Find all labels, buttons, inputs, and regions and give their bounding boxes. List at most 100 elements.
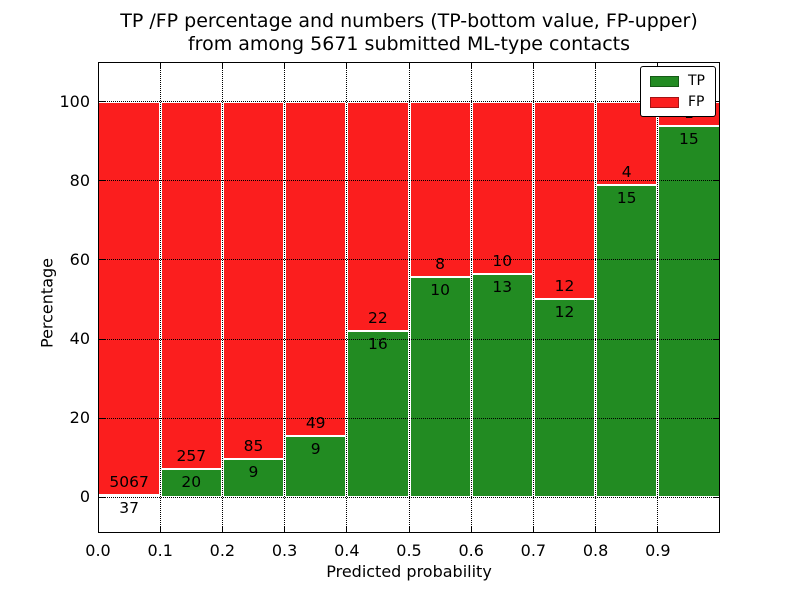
- y-tick-label: 100: [59, 91, 90, 111]
- bar-tp-segment: [409, 277, 472, 498]
- x-tick-label: 0.8: [582, 541, 609, 560]
- legend-item-fp: FP: [650, 95, 705, 109]
- x-tick-label: 0.3: [271, 541, 298, 560]
- tp-count-label: 15: [679, 130, 699, 149]
- x-gridline: [408, 62, 410, 533]
- x-gridline: [657, 62, 659, 533]
- bar-tp-segment: [222, 459, 285, 498]
- bar-fp-segment: [284, 101, 347, 436]
- x-tick: [532, 526, 534, 533]
- fp-count-label: 22: [368, 308, 388, 327]
- chart-title-line2: from among 5671 submitted ML-type contac…: [187, 33, 631, 55]
- tp-swatch-icon: [650, 75, 679, 87]
- tp-count-label: 20: [181, 472, 202, 491]
- y-tick: [713, 417, 720, 419]
- bar-fp-segment: [409, 101, 472, 278]
- x-tick: [532, 62, 534, 69]
- y-gridline: [98, 101, 720, 103]
- x-tick: [284, 62, 286, 69]
- y-tick-label: 80: [69, 170, 90, 190]
- bar-tp-segment: [284, 435, 347, 498]
- x-tick: [595, 526, 597, 533]
- x-tick: [470, 526, 472, 533]
- tp-count-label: 9: [310, 439, 321, 458]
- y-gridline: [98, 338, 720, 340]
- fp-swatch-icon: [650, 96, 679, 108]
- bar-tp-segment: [533, 299, 596, 498]
- bar-fp-segment: [346, 101, 409, 331]
- x-tick-label: 0.7: [520, 541, 547, 560]
- y-gridline: [98, 417, 720, 419]
- y-tick-label: 20: [69, 408, 90, 428]
- x-gridline: [159, 62, 161, 533]
- chart-title-line1: TP /FP percentage and numbers (TP-bottom…: [120, 10, 698, 32]
- bar-tp-segment: [471, 273, 534, 498]
- y-tick: [713, 338, 720, 340]
- bar-fp-segment: [222, 101, 285, 460]
- fp-count-label: 8: [435, 255, 446, 274]
- x-gridline: [221, 62, 223, 533]
- fp-count-label: 4: [621, 162, 632, 181]
- bar-tp-segment: [346, 330, 409, 498]
- x-tick-label: 0.5: [396, 541, 422, 560]
- x-gridline: [532, 62, 534, 533]
- tp-count-label: 13: [492, 277, 513, 296]
- bar-fp-segment: [471, 101, 534, 274]
- y-tick: [98, 417, 105, 419]
- y-tick: [98, 180, 105, 182]
- y-tick: [713, 101, 720, 103]
- x-tick: [346, 62, 348, 69]
- legend-label-fp: FP: [688, 94, 705, 110]
- bar-fp-segment: [533, 101, 596, 300]
- fp-count-label: 49: [305, 413, 326, 432]
- x-tick-label: 0.2: [209, 541, 236, 560]
- x-tick: [159, 62, 161, 69]
- x-tick: [221, 526, 223, 533]
- y-gridline: [98, 496, 720, 498]
- legend-label-tp: TP: [688, 73, 705, 89]
- bar-tp-segment: [98, 494, 161, 498]
- x-tick: [159, 526, 161, 533]
- bar-tp-segment: [595, 184, 658, 498]
- tp-count-label: 16: [368, 334, 388, 353]
- legend-item-tp: TP: [650, 74, 705, 88]
- bar-fp-segment: [160, 101, 223, 469]
- x-tick: [98, 526, 99, 533]
- x-gridline: [470, 62, 472, 533]
- bar-tp-segment: [657, 126, 720, 498]
- x-tick: [221, 62, 223, 69]
- fp-count-label: 12: [554, 277, 575, 296]
- x-gridline: [595, 62, 597, 533]
- y-tick: [98, 259, 105, 261]
- x-tick-label: 0.6: [458, 541, 484, 560]
- x-tick: [470, 62, 472, 69]
- x-axis-label: Predicted probability: [326, 562, 492, 581]
- y-tick: [713, 180, 720, 182]
- tp-count-label: 15: [616, 188, 637, 207]
- x-tick-label: 0.4: [334, 541, 360, 560]
- y-tick-label: 60: [69, 249, 90, 269]
- x-tick: [346, 526, 348, 533]
- y-tick: [98, 496, 105, 498]
- x-tick: [408, 526, 410, 533]
- y-tick: [713, 259, 720, 261]
- x-tick: [98, 62, 99, 69]
- legend: TP FP: [640, 66, 716, 117]
- x-tick-label: 0.1: [147, 541, 173, 560]
- x-gridline: [346, 62, 348, 533]
- chart-title: TP /FP percentage and numbers (TP-bottom…: [98, 10, 720, 56]
- x-tick: [595, 62, 597, 69]
- fp-count-label: 257: [176, 446, 207, 465]
- y-gridline: [98, 180, 720, 182]
- x-tick: [657, 62, 659, 69]
- x-tick: [408, 62, 410, 69]
- x-tick: [284, 526, 286, 533]
- bar-fp-segment: [98, 101, 161, 495]
- tp-count-label: 10: [430, 281, 450, 300]
- y-tick: [713, 496, 720, 498]
- plot-area: TP FP 5067 37 257 20 85 9 49 9 22 16 8 10 10 13 12 12 4 1…: [98, 62, 720, 533]
- tp-count-label: 37: [119, 498, 139, 517]
- x-tick-label: 0.0: [85, 541, 111, 560]
- x-gridline: [284, 62, 286, 533]
